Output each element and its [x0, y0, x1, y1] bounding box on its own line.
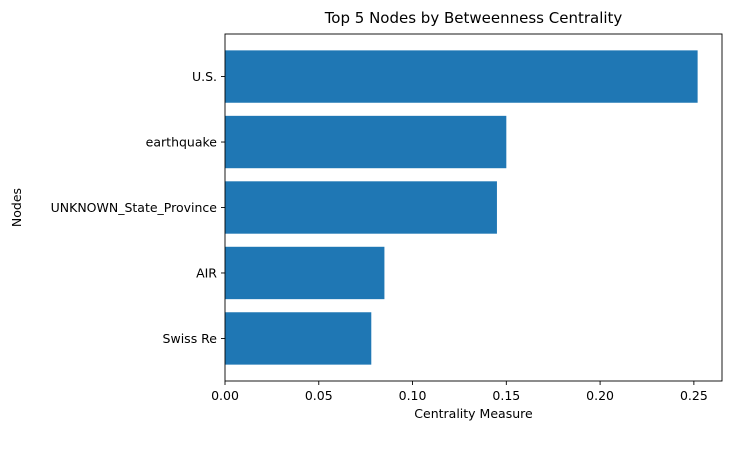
y-axis-label: Nodes [9, 188, 24, 227]
x-tick-label: 0.20 [586, 388, 614, 403]
y-tick-label: U.S. [192, 69, 217, 84]
x-axis-ticks: 0.00 0.05 0.10 0.15 0.20 0.25 [211, 381, 708, 403]
y-tick-label: AIR [196, 265, 217, 280]
bar-earthquake [225, 115, 507, 169]
bar-air [225, 246, 385, 300]
x-tick-label: 0.15 [492, 388, 520, 403]
bar-unknown-state-province [225, 181, 497, 234]
y-tick-label: UNKNOWN_State_Province [51, 200, 218, 215]
y-axis-ticks: U.S. earthquake UNKNOWN_State_Province AIR S… [51, 69, 225, 346]
x-tick-label: 0.10 [399, 388, 427, 403]
x-axis-label: Centrality Measure [414, 406, 533, 421]
x-tick-label: 0.05 [305, 388, 333, 403]
chart-title: Top 5 Nodes by Betweenness Centrality [324, 9, 623, 27]
bar-swiss-re [225, 312, 372, 365]
x-tick-label: 0.25 [680, 388, 708, 403]
x-tick-label: 0.00 [211, 388, 239, 403]
bar-u-s- [225, 50, 698, 103]
y-tick-label: earthquake [146, 135, 218, 150]
bars-group [225, 50, 698, 365]
y-tick-label: Swiss Re [163, 331, 218, 346]
